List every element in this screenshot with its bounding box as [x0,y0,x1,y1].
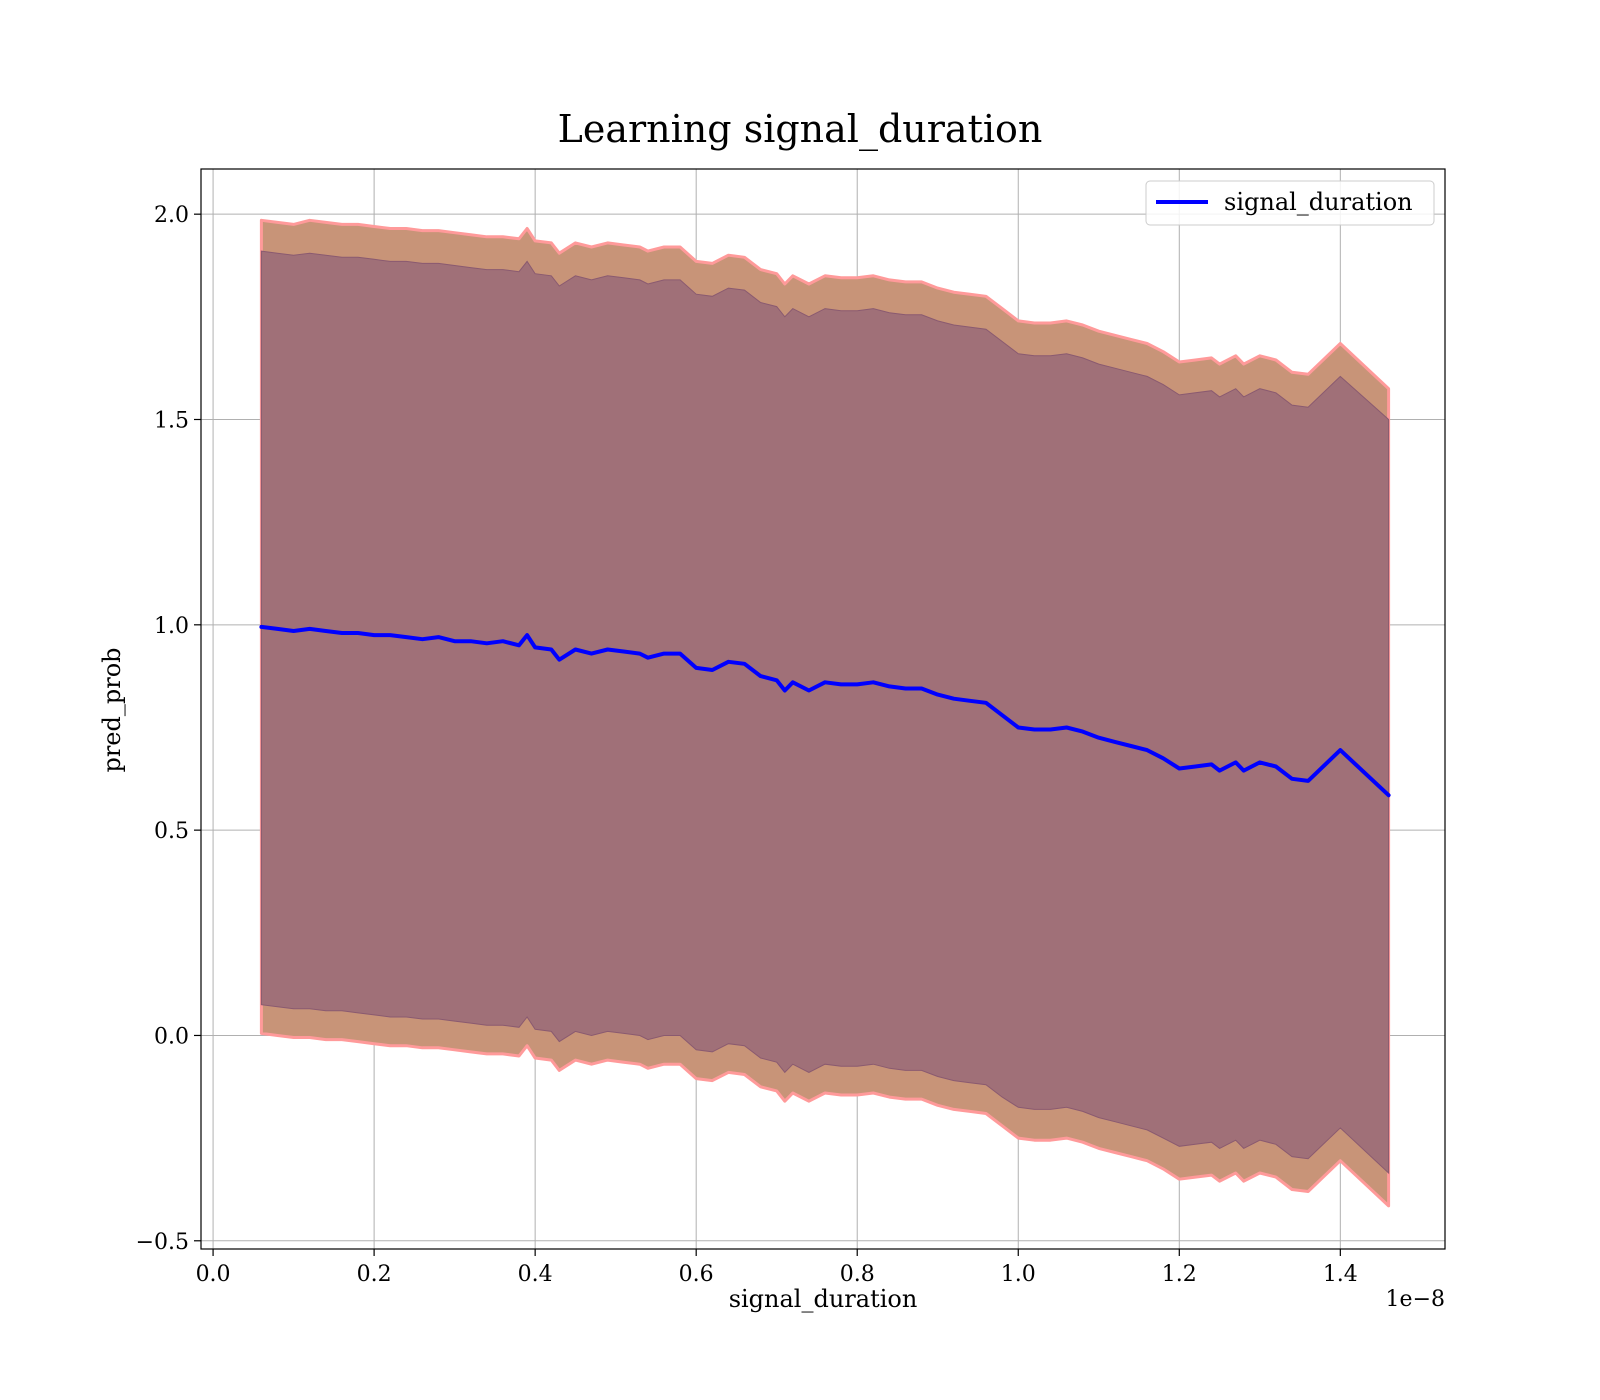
x-tick-label: 0.0 [196,1262,231,1287]
x-ticks: 0.0 0.2 0.4 0.6 0.8 1.0 1.2 1.4 [196,1249,1358,1287]
series-line-signal_duration [259,624,1391,798]
x-tick-label: 0.8 [840,1262,875,1287]
chart-title: Learning signal_duration [558,107,1043,152]
bands [259,218,1391,1208]
inner-band [260,250,1390,1175]
y-tick-label: 0.0 [154,1024,189,1049]
legend: signal_duration [1145,180,1435,226]
legend-label: signal_duration [1224,188,1413,216]
y-tick-label: 1.5 [154,408,189,433]
x-offset-label: 1e−8 [1386,1287,1445,1312]
x-tick-label: 1.4 [1323,1262,1358,1287]
y-ticks: −0.5 0.0 0.5 1.0 1.5 2.0 [136,203,201,1255]
x-tick-label: 1.0 [1001,1262,1036,1287]
y-axis-label: pred_prob [98,647,126,772]
y-tick-label: 1.0 [154,614,189,639]
x-tick-label: 0.6 [679,1262,714,1287]
x-tick-label: 1.2 [1162,1262,1197,1287]
y-tick-label: −0.5 [136,1230,189,1255]
y-tick-label: 0.5 [154,819,189,844]
x-tick-label: 0.4 [518,1262,553,1287]
plot-frame [200,168,1446,1250]
y-tick-label: 2.0 [154,203,189,228]
x-tick-label: 0.2 [357,1262,392,1287]
legend-box [1145,180,1435,226]
series-lines [259,624,1391,798]
x-axis-label: signal_duration [729,1285,918,1313]
